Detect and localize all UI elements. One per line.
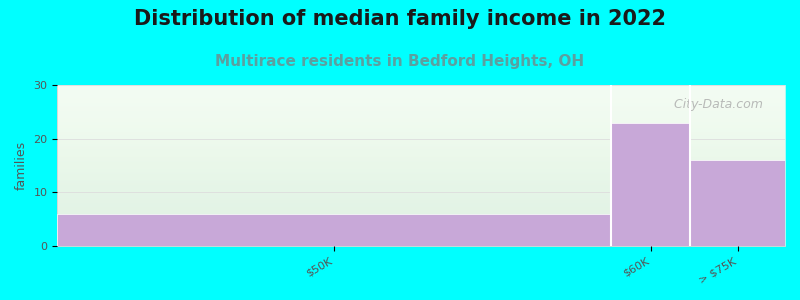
Text: City-Data.com: City-Data.com xyxy=(666,98,763,111)
Y-axis label: families: families xyxy=(15,141,28,190)
Text: Multirace residents in Bedford Heights, OH: Multirace residents in Bedford Heights, … xyxy=(215,54,585,69)
Bar xyxy=(58,214,611,246)
Bar xyxy=(690,160,785,246)
Text: Distribution of median family income in 2022: Distribution of median family income in … xyxy=(134,9,666,29)
Bar xyxy=(611,123,690,246)
